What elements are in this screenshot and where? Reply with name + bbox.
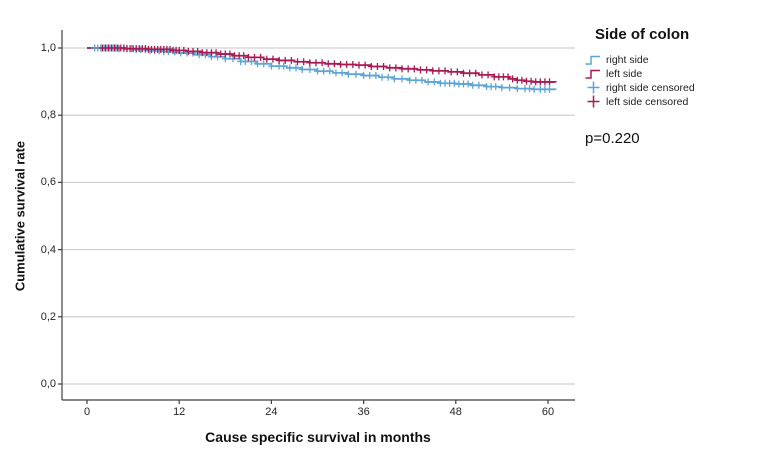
x-tick-label: 12 [173,406,186,418]
survival-curve-left-side [87,47,557,83]
survival-curve-right-side [87,47,557,91]
legend-items: right side left side right side censored le… [585,53,760,108]
legend-item-left-side: left side [585,67,760,80]
x-tick-label: 0 [83,406,91,418]
x-tick-label: 36 [357,406,370,418]
legend-item-label: left side [606,67,643,80]
x-tick-label: 48 [449,406,462,418]
censor-marks-left-side [98,44,554,86]
y-axis-title: Cumulative survival rate [12,140,28,292]
legend-item-right-side-censored: right side censored [585,81,760,94]
legend-item-label: right side censored [606,81,695,94]
censored-plus-icon [587,81,600,94]
legend-item-label: right side [606,53,649,66]
y-tick-label: 0,2 [40,310,56,323]
x-tick-label: 60 [541,406,555,418]
legend-item-right-side: right side [585,53,760,66]
x-tick-label: 24 [265,406,278,418]
legend: Side of colon right side left side right s… [585,26,760,109]
legend-item-left-side-censored: left side censored [585,95,760,108]
y-tick-label: 0,6 [40,176,56,189]
legend-item-label: left side censored [606,95,689,108]
step-line-icon [585,69,600,79]
p-value-annotation: p=0.220 [585,130,640,147]
x-axis-title: Cause specific survival in months [205,429,431,445]
step-line-icon [585,55,600,65]
censored-plus-icon [587,95,600,108]
y-tick-label: 0,0 [40,378,56,390]
y-tick-label: 0,4 [40,243,56,256]
y-tick-label: 1,0 [40,42,56,54]
y-tick-label: 0,8 [40,109,56,122]
censor-marks-right-side [91,44,554,93]
legend-title: Side of colon [595,26,690,43]
